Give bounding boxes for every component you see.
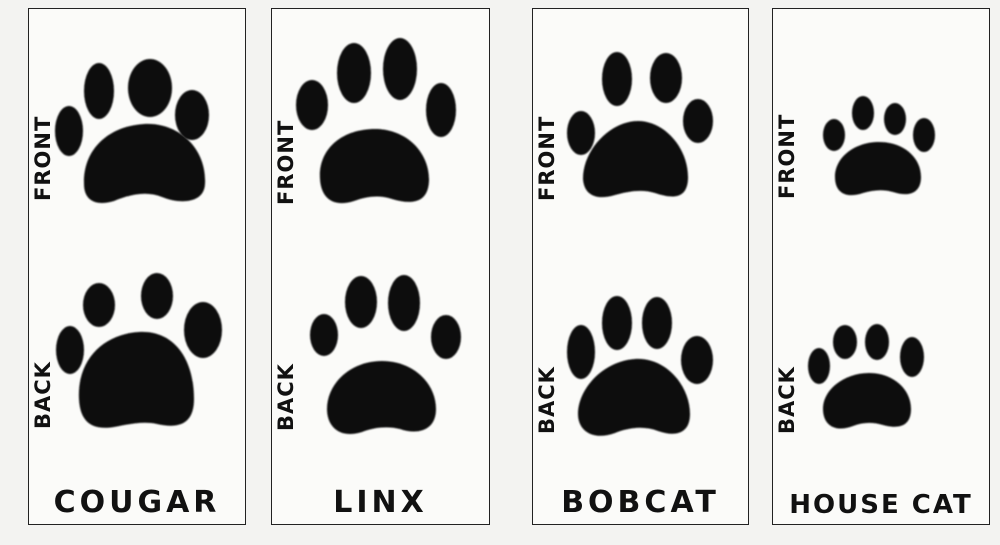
cougar-prints [55,59,222,428]
house-cat-front-label: FRONT [775,113,799,199]
bobcat-front-label: FRONT [535,115,559,201]
bobcat-name-label: BOBCAT [561,485,720,520]
panel-cougar: FRONT BACK COUGAR [28,8,246,525]
bobcat-prints [567,52,713,436]
bobcat-front-print [567,52,713,198]
bobcat-back-print [567,296,713,436]
linx-prints [296,38,461,435]
linx-name-label: LINX [333,485,428,520]
house-cat-prints [808,96,935,429]
linx-back-label: BACK [274,363,298,431]
cougar-back-print [56,273,222,428]
house-cat-back-print [808,324,924,429]
house-cat-name-label: HOUSE CAT [789,490,973,520]
linx-front-print [296,38,456,204]
bobcat-back-label: BACK [535,366,559,434]
cougar-front-label: FRONT [31,115,55,201]
cougar-back-label: BACK [31,361,55,429]
linx-back-print [310,275,461,435]
panel-linx: FRONT BACK LINX [271,8,490,525]
panel-bobcat: FRONT BACK BOBCAT [532,8,749,525]
linx-front-label: FRONT [274,119,298,205]
cougar-name-label: COUGAR [53,485,221,520]
cougar-front-print [55,59,209,204]
house-cat-back-label: BACK [775,366,799,434]
panel-house-cat: FRONT BACK HOUSE CAT [772,8,990,525]
house-cat-front-print [823,96,935,196]
